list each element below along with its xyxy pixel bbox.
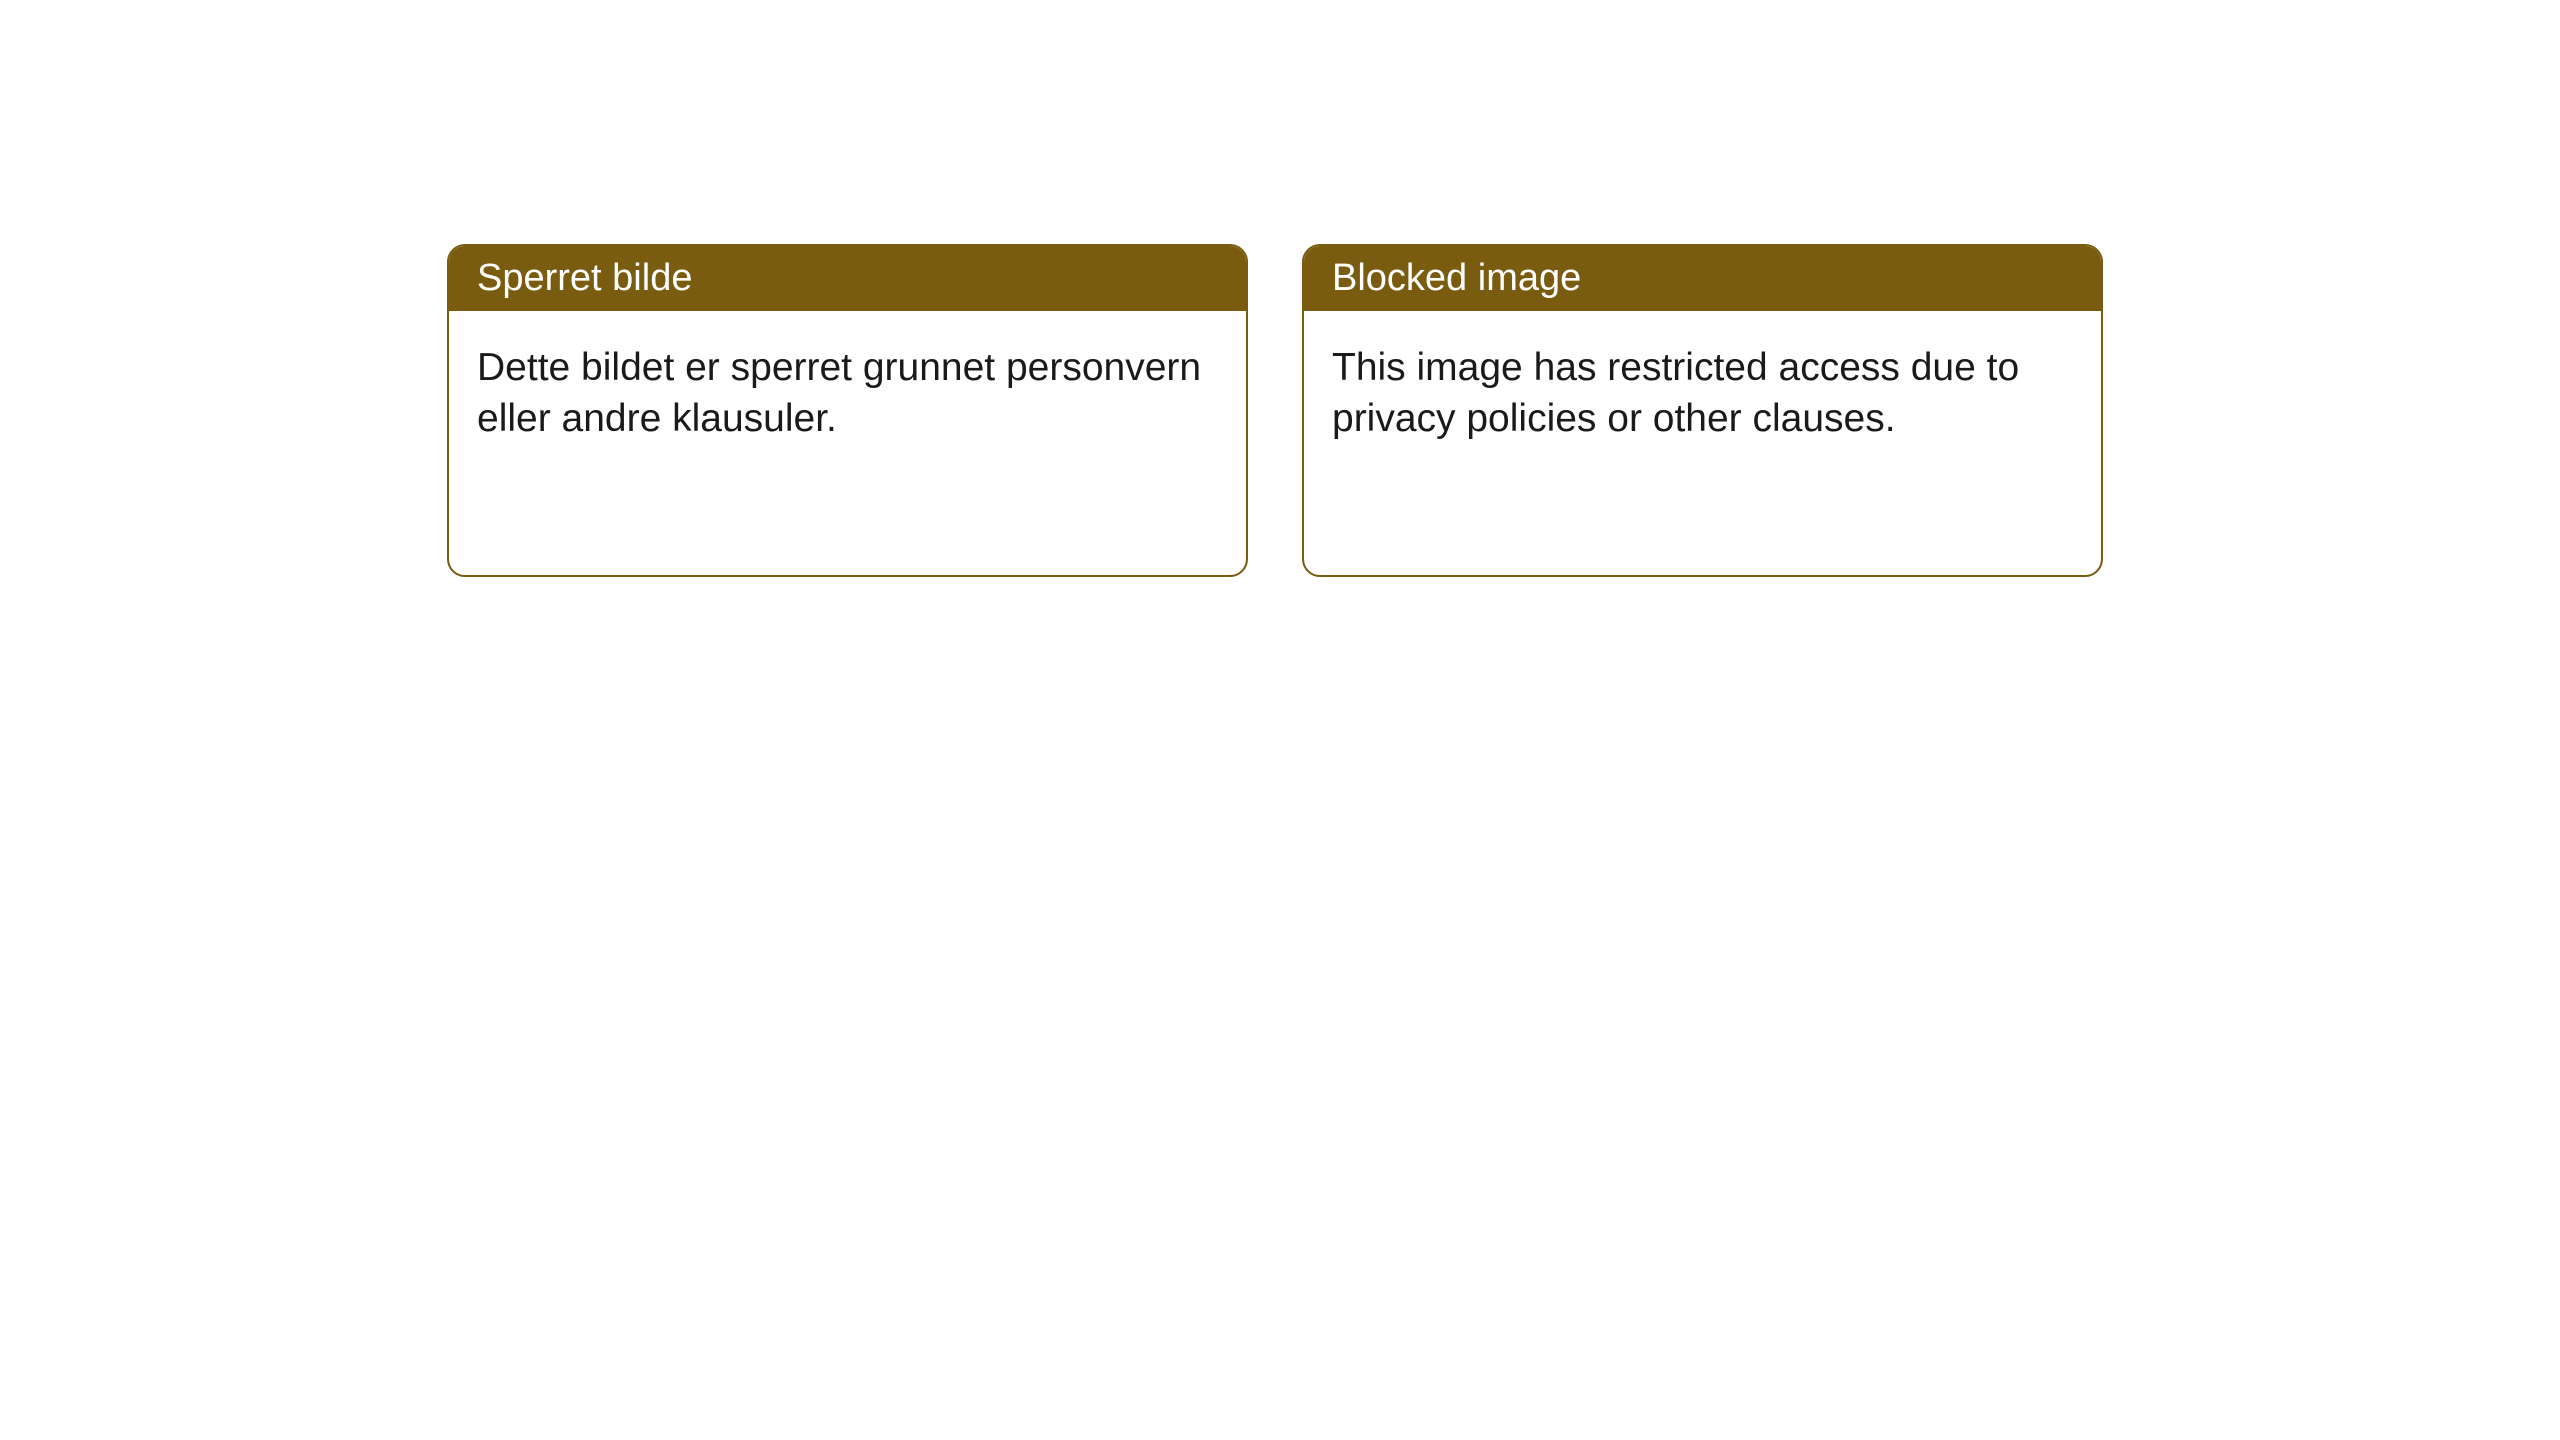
notice-title: Blocked image [1332, 257, 1581, 299]
notice-header: Blocked image [1304, 246, 2101, 311]
notice-body: Dette bildet er sperret grunnet personve… [449, 311, 1246, 476]
notice-box-norwegian: Sperret bilde Dette bildet er sperret gr… [447, 244, 1248, 577]
notice-box-english: Blocked image This image has restricted … [1302, 244, 2103, 577]
notice-body-text: Dette bildet er sperret grunnet personve… [477, 346, 1201, 440]
notice-body-text: This image has restricted access due to … [1332, 346, 2019, 440]
notice-body: This image has restricted access due to … [1304, 311, 2101, 476]
notice-header: Sperret bilde [449, 246, 1246, 311]
notice-title: Sperret bilde [477, 257, 692, 299]
notices-container: Sperret bilde Dette bildet er sperret gr… [447, 244, 2103, 577]
